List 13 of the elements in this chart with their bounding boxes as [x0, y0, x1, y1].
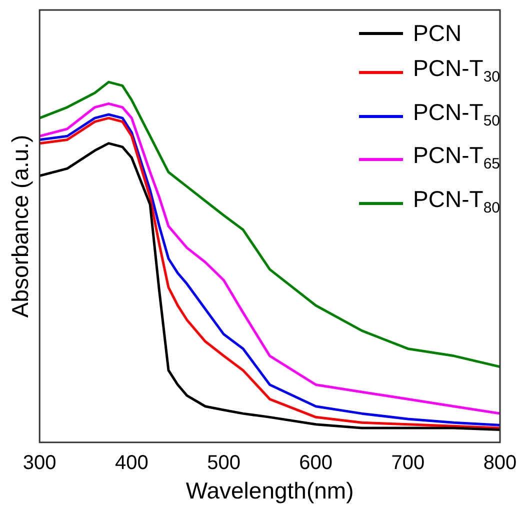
y-axis-title: Absorbance (a.u.)	[7, 134, 34, 318]
legend-label: PCN-T$_{50}$	[413, 98, 500, 132]
x-tick-label: 500	[207, 452, 240, 474]
x-tick-label: 300	[22, 452, 56, 474]
x-tick-label: 600	[299, 452, 333, 474]
legend-label: PCN-T$_{65}$	[413, 141, 500, 175]
x-tick-label: 700	[391, 452, 425, 474]
legend-label: PCN-T$_{80}$	[413, 184, 500, 218]
x-axis-title: Wavelength(nm)	[186, 478, 354, 504]
legend-label: PCN-T$_{30}$	[413, 54, 500, 88]
legend-label: PCN	[413, 19, 462, 48]
x-tick-label: 400	[114, 452, 148, 474]
x-tick-label: 800	[483, 452, 517, 474]
